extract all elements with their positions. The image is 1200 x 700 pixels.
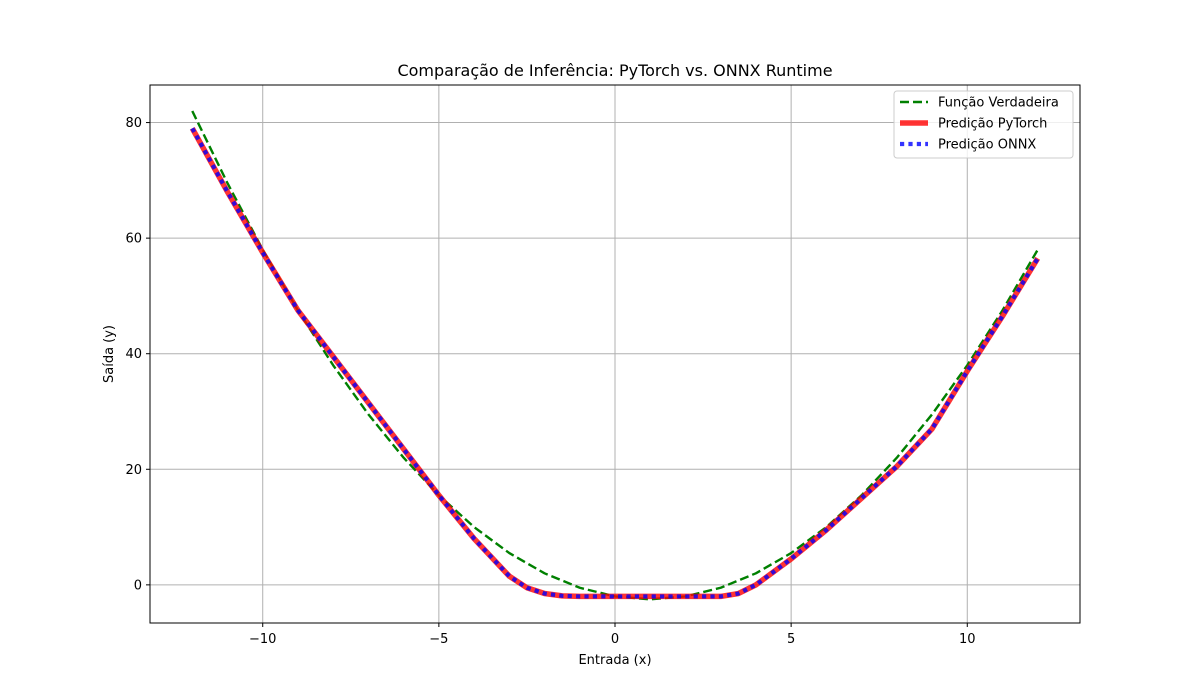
- x-tick-label: 5: [787, 632, 795, 647]
- y-axis-label: Saída (y): [102, 325, 117, 383]
- y-tick-label: 40: [125, 347, 142, 362]
- grid-lines: [150, 85, 1080, 623]
- legend-label: Predição PyTorch: [938, 117, 1047, 132]
- plot-series: [189, 110, 1041, 601]
- y-tick-label: 20: [125, 463, 142, 478]
- legend-label: Função Verdadeira: [938, 96, 1059, 111]
- x-tick-label: 0: [611, 632, 619, 647]
- axis-ticks: −10 −5 0 5 10 0 20 40 60 80: [125, 116, 975, 647]
- y-tick-label: 80: [125, 116, 142, 131]
- y-tick-label: 0: [134, 578, 142, 593]
- x-tick-label: 10: [959, 632, 976, 647]
- legend: Função Verdadeira Predição PyTorch Prediçã…: [893, 90, 1074, 159]
- legend-entries: Função Verdadeira Predição PyTorch Prediçã…: [900, 96, 1059, 153]
- x-tick-label: −5: [429, 632, 448, 647]
- series-line-dotted: [190, 127, 1040, 599]
- x-axis-label: Entrada (x): [578, 653, 651, 668]
- legend-label: Predição ONNX: [938, 138, 1036, 153]
- x-tick-label: −10: [249, 632, 276, 647]
- chart-title: Comparação de Inferência: PyTorch vs. ON…: [397, 61, 832, 80]
- legend-box: [893, 90, 1074, 159]
- y-tick-label: 60: [125, 232, 142, 247]
